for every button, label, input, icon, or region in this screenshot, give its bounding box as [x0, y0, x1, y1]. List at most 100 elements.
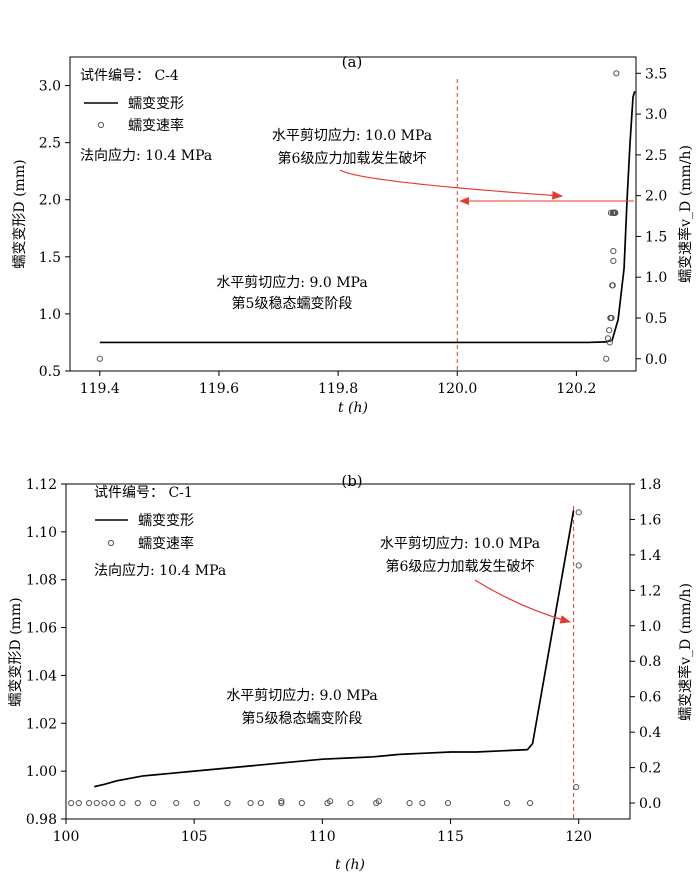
plot-frame: [65, 483, 631, 820]
panel-a: (a) 119.4 119.6 119.8 120.0 120.2 0.5 1.0 1.5 2…: [12, 53, 694, 416]
panel-label: (a): [342, 53, 363, 71]
rate-point: [326, 798, 334, 805]
rate-point: [606, 339, 613, 346]
rate-point: [173, 799, 180, 807]
rate-point: [419, 799, 426, 807]
rate-point: [613, 70, 620, 77]
rate-point: [278, 799, 285, 807]
y-right-tick-label: 3.5: [645, 66, 667, 82]
rate-point: [406, 799, 413, 807]
rate-point: [610, 257, 617, 264]
legend-marker-sample: [107, 539, 115, 547]
y-right-tick-label: 1.8: [639, 477, 661, 493]
rate-point: [109, 799, 116, 807]
annotation-stage6-line2: 第6级应力加载发生破坏: [386, 558, 535, 575]
y-left-tick-label: 2.0: [39, 193, 61, 209]
rate-point: [224, 799, 231, 807]
y-right-tick-label: 2.0: [645, 189, 667, 205]
rate-markers: [96, 70, 620, 362]
y-left-tick-label: 3.0: [39, 79, 61, 95]
legend-line-label: 蠕变变形: [138, 513, 194, 529]
x-tick-label: 105: [181, 829, 208, 845]
y-right-tick-label: 0.0: [639, 796, 661, 812]
legend-marker-sample: [97, 121, 105, 129]
rate-point: [134, 799, 141, 807]
y-left-tick-label: 1.10: [26, 525, 57, 541]
annotation-arrow-curved: [474, 579, 572, 624]
deformation-curve: [99, 90, 636, 344]
y-left-tick-label: 1.04: [26, 668, 57, 684]
legend-normal-stress: 法向应力: 10.4 MPa: [80, 147, 212, 164]
x-ticks: 100 105 110 115 120: [53, 819, 592, 845]
y-right-tick-label: 1.6: [639, 512, 661, 528]
rate-point: [575, 509, 582, 516]
rate-point: [610, 248, 617, 255]
y-left-label: 蠕变变形D (mm): [8, 597, 24, 706]
rate-point: [247, 799, 254, 807]
x-ticks: 119.4 119.6 119.8 120.0 120.2: [80, 371, 596, 397]
rate-point: [150, 799, 157, 807]
y-left-ticks: 0.98 1.00 1.02 1.04 1.06 1.08 1.10 1.12: [26, 477, 66, 828]
rate-point: [612, 209, 619, 216]
annotation-stage5-line1: 水平剪切应力: 9.0 MPa: [226, 687, 377, 704]
y-left-tick-label: 1.02: [26, 716, 57, 732]
legend-specimen: 试件编号： C-4: [80, 68, 179, 84]
x-tick-label: 115: [437, 829, 464, 845]
rate-point: [575, 562, 582, 569]
deformation-line: [99, 90, 636, 344]
y-right-label: 蠕变速率v_D (mm/h): [677, 145, 694, 283]
y-right-tick-label: 0.2: [639, 761, 661, 777]
rate-point: [609, 282, 616, 289]
y-right-tick-label: 3.0: [645, 107, 667, 123]
y-left-tick-label: 1.5: [39, 250, 61, 266]
rate-point: [278, 798, 285, 805]
annotation-arrow-curved: [339, 169, 564, 200]
annotation-stage5-line1: 水平剪切应力: 9.0 MPa: [216, 274, 367, 291]
y-left-tick-label: 1.00: [26, 764, 57, 780]
y-right-tick-label: 0.8: [639, 654, 661, 670]
rate-point: [609, 209, 616, 216]
rate-point: [607, 209, 615, 216]
panel-b: (b) 100 105 110 115 120 0.98 1.00 1.02 1.04 1.06…: [8, 472, 694, 873]
rate-point: [85, 799, 93, 807]
y-right-tick-label: 1.4: [639, 548, 661, 564]
y-right-tick-label: 0.5: [645, 311, 667, 327]
y-right-label: 蠕变速率v_D (mm/h): [677, 583, 694, 721]
x-tick-label: 119.8: [318, 381, 358, 397]
annotation-stage6-line1: 水平剪切应力: 10.0 MPa: [380, 535, 540, 552]
y-left-tick-label: 0.5: [39, 364, 61, 380]
y-left-tick-label: 1.0: [39, 307, 61, 323]
rate-point: [68, 799, 75, 807]
rate-point: [93, 799, 100, 807]
rate-point: [573, 784, 580, 791]
y-left-tick-label: 1.12: [26, 477, 57, 493]
rate-point: [193, 799, 200, 807]
rate-point: [298, 799, 305, 807]
x-tick-label: 100: [53, 829, 80, 845]
x-axis-label: t (h): [338, 400, 368, 416]
y-left-ticks: 0.5 1.0 1.5 2.0 2.5 3.0: [39, 79, 70, 380]
y-left-tick-label: 1.06: [26, 621, 57, 637]
legend-marker-label: 蠕变速率: [138, 535, 194, 552]
y-right-ticks: 0.0 0.5 1.0 1.5 2.0 2.5 3.0 3.5: [636, 66, 667, 368]
y-right-tick-label: 1.0: [639, 619, 661, 635]
y-right-tick-label: 1.0: [645, 270, 667, 286]
x-tick-label: 120: [565, 829, 592, 845]
rate-point: [603, 355, 610, 362]
annotation-stage5-line2: 第5级稳态蠕变阶段: [242, 710, 363, 727]
y-right-tick-label: 2.5: [645, 148, 667, 164]
x-axis-label: t (h): [335, 857, 365, 873]
legend-line-label: 蠕变变形: [128, 96, 184, 112]
deformation-curve: [94, 510, 575, 788]
y-left-tick-label: 2.5: [39, 136, 61, 152]
rate-point: [96, 355, 103, 362]
rate-point: [75, 799, 82, 807]
rate-point: [503, 799, 511, 807]
y-right-tick-label: 0.0: [645, 352, 667, 368]
y-right-tick-label: 0.6: [639, 690, 661, 706]
y-left-label: 蠕变变形D (mm): [12, 159, 28, 268]
annotation-stage6-line1: 水平剪切应力: 10.0 MPa: [272, 127, 432, 144]
y-left-tick-label: 1.08: [26, 573, 57, 589]
rate-point: [375, 798, 382, 805]
